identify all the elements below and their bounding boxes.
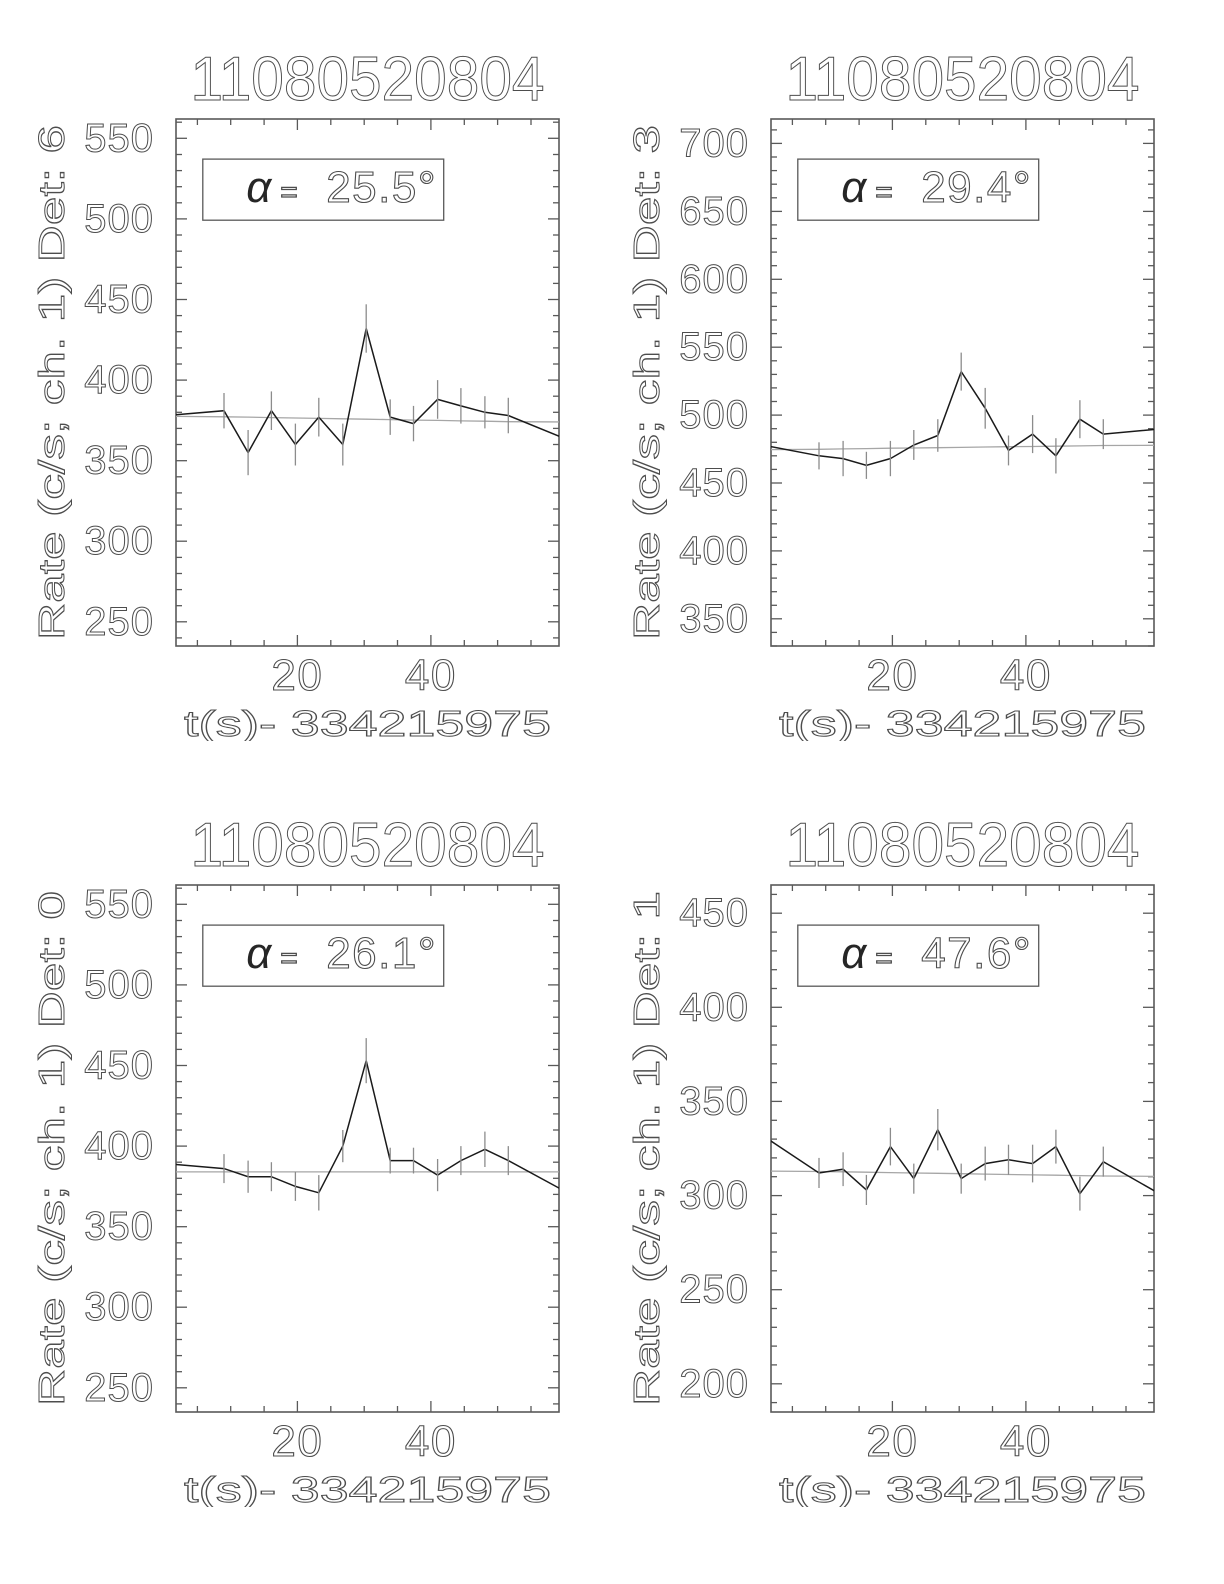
svg-text:200: 200 — [679, 1362, 749, 1406]
svg-text:=: = — [280, 942, 298, 975]
svg-text:40: 40 — [405, 1417, 457, 1466]
svg-text:40: 40 — [1000, 651, 1052, 700]
svg-text:11080520804: 11080520804 — [191, 811, 545, 880]
svg-text:500: 500 — [84, 963, 154, 1007]
svg-text:40: 40 — [1000, 1417, 1052, 1466]
svg-text:t(s)- 334215975: t(s)- 334215975 — [184, 1469, 551, 1507]
svg-text:=: = — [875, 942, 893, 975]
svg-text:350: 350 — [679, 597, 749, 641]
svg-text:α: α — [246, 163, 273, 212]
svg-text:500: 500 — [679, 393, 749, 437]
svg-text:=: = — [875, 176, 893, 209]
svg-text:450: 450 — [84, 278, 154, 322]
svg-text:=: = — [280, 176, 298, 209]
svg-text:t(s)- 334215975: t(s)- 334215975 — [779, 1469, 1146, 1507]
svg-text:20: 20 — [866, 651, 918, 700]
svg-text:47.6°: 47.6° — [921, 929, 1032, 978]
svg-text:11080520804: 11080520804 — [786, 811, 1140, 880]
svg-text:400: 400 — [84, 1124, 154, 1168]
svg-text:450: 450 — [679, 891, 749, 935]
svg-text:550: 550 — [84, 882, 154, 926]
svg-text:11080520804: 11080520804 — [786, 45, 1140, 114]
svg-text:450: 450 — [679, 461, 749, 505]
svg-text:α: α — [246, 929, 273, 978]
svg-text:500: 500 — [84, 197, 154, 241]
svg-text:300: 300 — [84, 1285, 154, 1329]
svg-text:250: 250 — [679, 1268, 749, 1312]
svg-text:α: α — [841, 163, 868, 212]
svg-text:t(s)- 334215975: t(s)- 334215975 — [779, 703, 1146, 741]
svg-text:550: 550 — [679, 325, 749, 369]
svg-text:29.4°: 29.4° — [921, 163, 1032, 212]
svg-text:Rate (c/s; ch. 1) Det: 0: Rate (c/s; ch. 1) Det: 0 — [31, 891, 72, 1406]
svg-text:11080520804: 11080520804 — [191, 45, 545, 114]
svg-text:20: 20 — [271, 651, 323, 700]
svg-text:400: 400 — [679, 985, 749, 1029]
svg-text:α: α — [841, 929, 868, 978]
svg-text:25.5°: 25.5° — [326, 163, 437, 212]
svg-text:20: 20 — [271, 1417, 323, 1466]
svg-text:400: 400 — [679, 529, 749, 573]
svg-text:650: 650 — [679, 189, 749, 233]
svg-text:350: 350 — [84, 439, 154, 483]
svg-text:350: 350 — [84, 1205, 154, 1249]
svg-text:Rate (c/s; ch. 1) Det: 1: Rate (c/s; ch. 1) Det: 1 — [626, 891, 667, 1406]
svg-text:250: 250 — [84, 1366, 154, 1410]
svg-text:350: 350 — [679, 1079, 749, 1123]
svg-text:550: 550 — [84, 116, 154, 160]
svg-text:400: 400 — [84, 358, 154, 402]
svg-text:250: 250 — [84, 600, 154, 644]
svg-text:450: 450 — [84, 1044, 154, 1088]
svg-text:40: 40 — [405, 651, 457, 700]
svg-text:20: 20 — [866, 1417, 918, 1466]
svg-text:Rate (c/s; ch. 1) Det: 6: Rate (c/s; ch. 1) Det: 6 — [31, 125, 72, 640]
svg-text:700: 700 — [679, 121, 749, 165]
svg-text:300: 300 — [679, 1174, 749, 1218]
svg-text:300: 300 — [84, 519, 154, 563]
svg-text:600: 600 — [679, 257, 749, 301]
svg-text:26.1°: 26.1° — [326, 929, 437, 978]
svg-text:t(s)- 334215975: t(s)- 334215975 — [184, 703, 551, 741]
svg-text:Rate (c/s; ch. 1) Det: 3: Rate (c/s; ch. 1) Det: 3 — [626, 125, 667, 640]
